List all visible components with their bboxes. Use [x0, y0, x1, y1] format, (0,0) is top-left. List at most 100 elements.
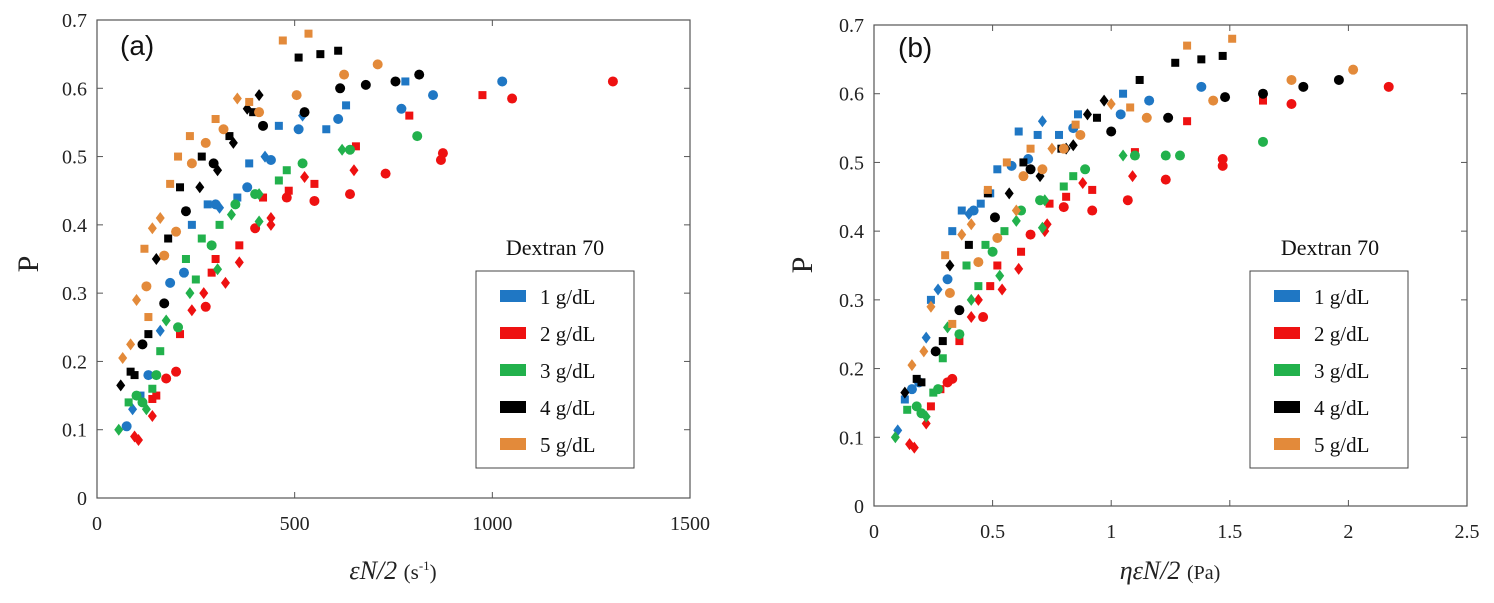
data-point: [1014, 262, 1024, 275]
data-point: [228, 136, 238, 149]
data-point: [215, 220, 224, 229]
data-point: [992, 233, 1003, 244]
data-point: [414, 69, 425, 80]
data-point: [213, 263, 223, 276]
data-point: [310, 179, 319, 188]
data-point: [233, 193, 242, 202]
data-point: [274, 176, 283, 185]
data-point: [159, 298, 170, 309]
data-point: [1228, 34, 1237, 43]
legend-label: 2 g/dL: [540, 322, 595, 346]
data-point: [966, 218, 976, 231]
data-point: [137, 397, 148, 408]
data-point: [973, 293, 983, 306]
y-tick-label: 0.3: [62, 283, 87, 305]
data-point: [1106, 98, 1116, 111]
data-point: [1033, 130, 1042, 139]
data-point: [1092, 113, 1101, 122]
data-point: [121, 421, 132, 432]
data-point: [1087, 205, 1098, 216]
legend-title: Dextran 70: [1281, 235, 1379, 260]
data-point: [254, 215, 264, 228]
data-point: [250, 223, 261, 234]
data-point: [309, 195, 320, 206]
axis-ticks: 0 0.5 1 1.5 2 2.5 0 0.1 0.2 0.3 0.4 0.5 0.6 0.7: [839, 15, 1480, 543]
data-point: [1069, 172, 1078, 181]
legend: Dextran 70 1 g/dL 2 g/dL 3 g/dL 4 g/dL 5 g/d…: [475, 235, 635, 469]
data-point: [1217, 160, 1228, 171]
panel-b: 0 0.5 1 1.5 2 2.5 0 0.1 0.2 0.3 0.4 0.5 0.6 0.7 (b) P…: [786, 15, 1480, 585]
legend-swatch: [500, 327, 526, 339]
x-tick-label: 2.5: [1455, 521, 1480, 543]
x-tick-label: 0: [92, 513, 102, 535]
axis-ticks: 0 500 1000 1500 0 0.1 0.2 0.3 0.4 0.5 0.6 0.7: [62, 10, 710, 535]
data-point: [304, 29, 313, 38]
data-point: [197, 152, 206, 161]
legend-label: 1 g/dL: [1314, 285, 1369, 309]
data-point: [478, 91, 487, 100]
data-point: [1059, 182, 1068, 191]
y-tick-label: 0: [854, 496, 864, 518]
data-point: [390, 76, 401, 87]
data-point: [912, 374, 921, 383]
data-point: [974, 282, 983, 291]
x-tick-label: 2: [1343, 521, 1353, 543]
data-point: [973, 257, 984, 268]
data-point: [1258, 136, 1269, 147]
data-point: [930, 346, 941, 357]
legend-label: 1 g/dL: [540, 285, 595, 309]
data-point: [1037, 164, 1048, 175]
data-point: [187, 220, 196, 229]
data-point: [906, 384, 917, 395]
x-axis-title: ε̇N/2 (s-1): [349, 556, 436, 585]
data-point: [300, 171, 310, 184]
panel-a: 0 500 1000 1500 0 0.1 0.2 0.3 0.4 0.5 0.6 0.7 (a) P…: [12, 10, 710, 585]
data-point: [1073, 110, 1082, 119]
data-point: [218, 124, 229, 135]
data-point: [907, 359, 917, 372]
x-tick-label: 1000: [472, 513, 512, 535]
data-point: [161, 373, 172, 384]
data-point: [186, 158, 197, 169]
data-point: [900, 395, 909, 404]
data-point: [933, 384, 944, 395]
data-point: [200, 301, 211, 312]
data-point: [130, 371, 139, 380]
data-point: [1259, 96, 1268, 105]
data-point: [1115, 109, 1126, 120]
data-point: [211, 255, 220, 263]
data-point: [1047, 142, 1057, 155]
legend: Dextran 70 1 g/dL 2 g/dL 3 g/dL 4 g/dL 5 g/d…: [1249, 235, 1409, 469]
data-point: [1055, 130, 1064, 139]
panel-label: (a): [120, 30, 154, 61]
legend-swatch: [1274, 401, 1300, 413]
x-tick-label: 0: [869, 521, 879, 543]
data-point: [297, 158, 308, 169]
data-point: [919, 345, 929, 358]
data-point: [926, 300, 936, 313]
data-point: [185, 287, 195, 300]
data-point: [141, 281, 152, 292]
data-point: [143, 370, 154, 381]
data-point: [1099, 94, 1109, 107]
data-point: [278, 36, 287, 45]
data-point: [1078, 177, 1088, 190]
data-point: [978, 312, 989, 323]
legend-swatch: [500, 290, 526, 302]
plot-frame: [96, 19, 691, 499]
data-point: [1144, 95, 1155, 106]
y-tick-label: 0.3: [839, 290, 864, 312]
data-points: [114, 29, 618, 446]
data-point: [428, 90, 439, 101]
data-point: [180, 206, 191, 217]
data-point: [1082, 108, 1092, 121]
data-point: [1025, 164, 1036, 175]
data-point: [176, 330, 185, 339]
data-point: [1348, 64, 1359, 75]
data-point: [151, 370, 162, 381]
y-tick-label: 0.6: [62, 78, 87, 100]
data-point: [1014, 127, 1023, 136]
data-point: [497, 76, 508, 87]
data-point: [1058, 202, 1069, 213]
data-point: [1183, 41, 1192, 50]
